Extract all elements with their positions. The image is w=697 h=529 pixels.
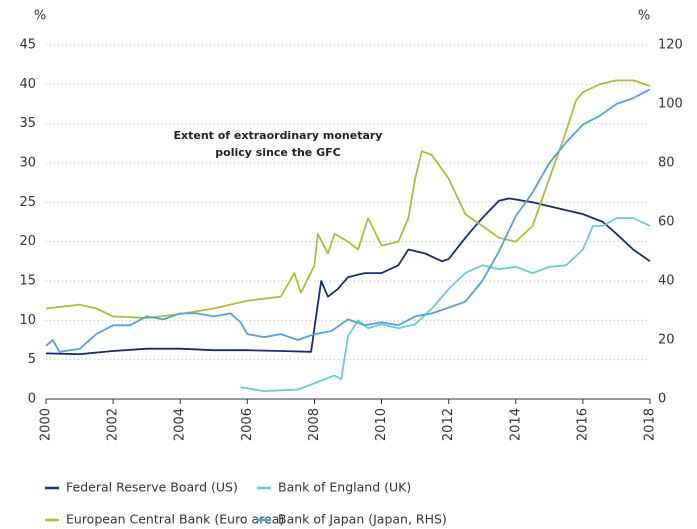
annotation: policy since the GFC [215,146,340,159]
legend-label: Bank of Japan (Japan, RHS) [278,512,447,527]
y2-tick-label: 80 [658,156,675,171]
y-axis-label: % [34,9,46,24]
series-line [45,197,651,356]
x-tick-label: 2008 [307,408,322,441]
x-tick-label: 2010 [374,408,389,441]
x-tick-label: 2016 [575,408,590,441]
y-tick-label: 20 [19,234,36,249]
series-line [45,88,651,353]
y2-tick-label: 40 [658,274,675,289]
y2-tick-label: 20 [658,333,675,348]
y2-tick-label: 60 [658,215,675,230]
y-tick-label: 10 [19,313,36,328]
x-tick-label: 2006 [240,408,255,441]
x-tick-label: 2014 [508,408,523,441]
y2-tick-label: 120 [658,38,683,53]
x-tick-label: 2000 [39,408,54,441]
legend-label: Federal Reserve Board (US) [66,480,238,495]
series-line [45,79,651,319]
x-tick-label: 2002 [106,408,121,441]
y-tick-label: 15 [19,274,36,289]
y2-tick-label: 0 [658,392,666,407]
y-tick-label: 5 [28,352,36,367]
y2-axis-label: % [638,9,650,24]
x-tick-label: 2018 [643,408,658,441]
y-tick-label: 45 [19,38,36,53]
y2-tick-label: 100 [658,97,683,112]
y-tick-label: 30 [19,156,36,171]
y-tick-label: 25 [19,195,36,210]
y-tick-label: 0 [28,392,36,407]
y-tick-label: 40 [19,77,36,92]
legend-label: Bank of England (UK) [278,480,411,495]
legend-label: European Central Bank (Euro area) [66,512,284,527]
y-tick-label: 35 [19,116,36,131]
annotation: Extent of extraordinary monetary [174,129,383,142]
x-tick-label: 2012 [441,408,456,441]
series-line [240,217,651,392]
x-tick-label: 2004 [173,408,188,441]
